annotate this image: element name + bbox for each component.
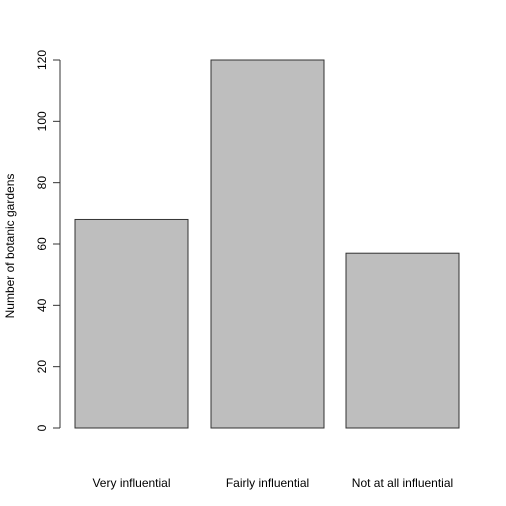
y-tick-label: 60 bbox=[35, 237, 49, 251]
y-tick-label: 40 bbox=[35, 298, 49, 312]
bar bbox=[74, 218, 189, 429]
y-tick-label: 100 bbox=[35, 111, 49, 131]
y-tick-label: 80 bbox=[35, 176, 49, 190]
y-tick-label: 120 bbox=[35, 50, 49, 70]
bars bbox=[74, 59, 460, 429]
bar bbox=[345, 252, 460, 429]
y-axis: 0 20 40 60 80 100 120 bbox=[35, 50, 61, 431]
x-category-label: Not at all influential bbox=[352, 476, 453, 490]
bar bbox=[210, 59, 325, 429]
x-category-labels: Very influential Fairly influential Not at… bbox=[92, 476, 453, 490]
x-category-label: Fairly influential bbox=[226, 476, 309, 490]
x-category-label: Very influential bbox=[92, 476, 170, 490]
y-axis-title: Number of botanic gardens bbox=[3, 174, 17, 319]
y-tick-label: 20 bbox=[35, 360, 49, 374]
y-tick-label: 0 bbox=[35, 424, 49, 431]
